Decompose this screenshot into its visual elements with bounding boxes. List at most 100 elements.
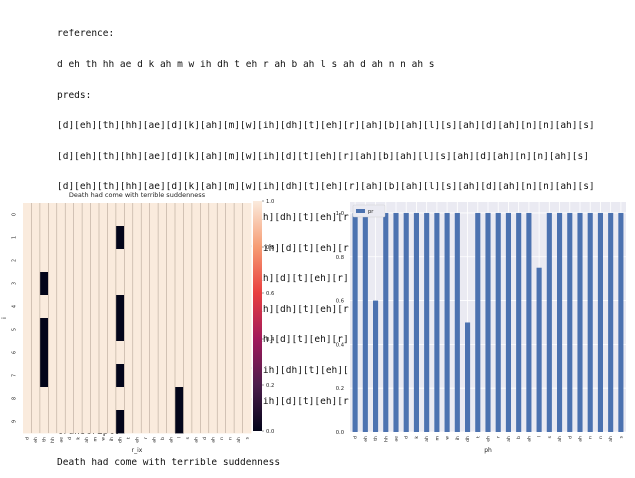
heatmap-cell	[82, 387, 91, 411]
heatmap-cell	[65, 387, 75, 411]
x-tick-label: d	[353, 436, 359, 439]
heatmap-y-tick: 1	[12, 236, 18, 239]
y-tick-label: 0.4	[336, 342, 345, 348]
heatmap-cell	[124, 364, 134, 388]
heatmap-cell	[175, 295, 184, 319]
heatmap-x-tick: ah	[236, 437, 242, 443]
heatmap-cell	[191, 387, 201, 411]
colorbar-tick-label: 0.4	[266, 337, 275, 343]
heatmap-x-tick: ae	[60, 437, 65, 443]
heatmap-chart: Death had come with terrible suddenness d…	[1, 191, 275, 454]
bar	[373, 300, 379, 432]
heatmap-cell	[90, 410, 100, 434]
heatmap-cell	[225, 203, 235, 227]
heatmap-cell	[149, 203, 159, 227]
heatmap-cell	[149, 364, 159, 388]
heatmap-cell	[234, 249, 243, 273]
heatmap-cell	[242, 203, 252, 227]
heatmap-x-tick: ih	[109, 437, 115, 441]
heatmap-cell	[183, 272, 193, 296]
bar	[444, 212, 450, 432]
heatmap-cell	[158, 364, 167, 388]
bar	[618, 212, 624, 432]
heatmap-cell	[217, 341, 227, 365]
colorbar-tick-label: 0.6	[266, 291, 274, 297]
x-tick-label: eh	[363, 436, 369, 442]
bar	[557, 212, 563, 432]
heatmap-cell	[73, 364, 83, 388]
heatmap-y-label: i	[1, 317, 8, 319]
heatmap-cell	[242, 410, 252, 434]
heatmap-cell	[82, 295, 91, 319]
heatmap-cell	[99, 318, 108, 342]
heatmap-cell	[217, 249, 227, 273]
heatmap-cell	[200, 410, 210, 434]
heatmap-cell	[225, 318, 235, 342]
bar	[413, 212, 419, 432]
heatmap-cell	[82, 318, 91, 342]
heatmap-cell	[234, 410, 243, 434]
heatmap-cell	[31, 295, 41, 319]
x-tick-label: ah	[578, 436, 584, 442]
heatmap-cell	[149, 272, 159, 296]
heatmap-cell	[39, 295, 49, 319]
heatmap-cell	[158, 387, 167, 411]
heatmap-cell	[124, 203, 134, 227]
heatmap-cell	[107, 387, 117, 411]
heatmap-cell	[56, 364, 66, 388]
heatmap-cell	[56, 318, 66, 342]
heatmap-cell	[90, 364, 100, 388]
heatmap-cell	[31, 341, 41, 365]
heatmap-x-tick: ah	[151, 437, 157, 443]
heatmap-x-tick: m	[93, 436, 98, 441]
heatmap-cell	[225, 410, 235, 434]
x-tick-label: k	[414, 436, 420, 439]
heatmap-cell	[124, 272, 134, 296]
pred-line: [d][eh][s][hh][ae][d][k][ah][m][w][ih][d…	[57, 212, 589, 223]
heatmap-y-tick: 4	[12, 305, 18, 308]
heatmap-cell	[82, 249, 91, 273]
heatmap-cell	[23, 387, 32, 411]
heatmap-cell	[141, 387, 151, 411]
heatmap-cell	[90, 226, 100, 250]
bar	[577, 212, 583, 432]
heatmap-cell	[99, 249, 108, 273]
y-tick-label: 0.6	[336, 299, 344, 305]
heatmap-cell	[48, 272, 58, 296]
heatmap-cell	[234, 387, 243, 411]
heatmap-cell	[175, 203, 184, 227]
heatmap-cell	[141, 341, 151, 365]
heatmap-cell	[56, 272, 66, 296]
heatmap-cell	[166, 203, 176, 227]
heatmap-cell	[115, 387, 125, 411]
heatmap-cell	[23, 203, 32, 227]
heatmap-cell	[90, 341, 100, 365]
heatmap-cell	[23, 341, 32, 365]
x-tick-label: ah	[424, 436, 430, 442]
heatmap-cell	[115, 364, 125, 388]
heatmap-cell	[149, 341, 159, 365]
heatmap-cell	[56, 295, 66, 319]
heatmap-cell	[183, 249, 193, 273]
heatmap-cell	[39, 387, 49, 411]
heatmap-cell	[132, 341, 142, 365]
heatmap-cell	[82, 410, 91, 434]
heatmap-cell	[200, 295, 210, 319]
colorbar-tick-label: 0.2	[266, 383, 274, 389]
heatmap-cell	[23, 318, 32, 342]
heatmap-cell	[23, 295, 32, 319]
heatmap-cell	[191, 272, 201, 296]
heatmap-cell	[107, 341, 117, 365]
heatmap-cell	[225, 341, 235, 365]
bar	[526, 212, 532, 432]
heatmap-cell	[191, 203, 201, 227]
heatmap-cell	[31, 410, 41, 434]
heatmap-cell	[225, 387, 235, 411]
heatmap-y-tick: 0	[12, 213, 18, 216]
heatmap-cell	[191, 364, 201, 388]
heatmap-cell	[132, 410, 142, 434]
heatmap-cell	[208, 249, 218, 273]
heatmap-cell	[158, 226, 167, 250]
heatmap-cell	[141, 410, 151, 434]
x-tick-label: ah	[557, 436, 563, 442]
